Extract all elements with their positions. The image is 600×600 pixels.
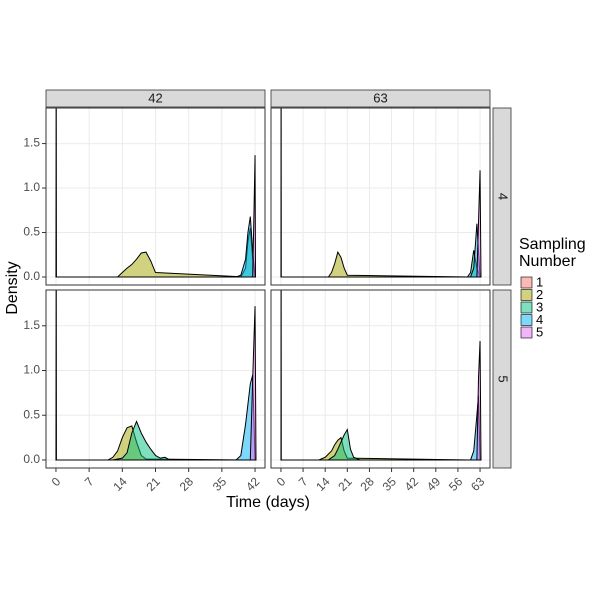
y-tick-label: 0.0 [23, 269, 40, 283]
panel-border [270, 289, 491, 469]
density-area [280, 436, 471, 461]
x-tick-label: 56 [446, 474, 466, 494]
y-tick-label: 1.0 [23, 363, 40, 377]
x-tick-label: 21 [144, 474, 164, 494]
panel [280, 108, 482, 278]
density-area [112, 420, 172, 461]
x-tick-label: 7 [82, 474, 97, 489]
legend-label: 1 [536, 274, 543, 289]
panel-border [270, 107, 491, 286]
density-area [249, 306, 257, 461]
panel-background [271, 108, 490, 285]
legend-label: 3 [536, 299, 543, 314]
density-area [476, 170, 482, 278]
density-area [326, 428, 361, 461]
y-axis-title: Density [4, 261, 21, 314]
legend-key [520, 314, 533, 326]
panel [55, 290, 257, 461]
legend-title: Sampling Number [519, 236, 586, 270]
x-tick-label: 14 [313, 474, 333, 494]
legend-key [520, 276, 533, 289]
panel-background [271, 290, 490, 468]
facet-strip-label: 42 [148, 90, 162, 105]
legend-label: 2 [536, 287, 543, 302]
density-area [252, 155, 257, 278]
x-tick-label: 21 [335, 474, 355, 494]
density-area [280, 250, 471, 278]
x-tick-label: 42 [243, 474, 263, 494]
x-tick-label: 63 [468, 474, 488, 494]
y-tick-label: 0.5 [23, 225, 40, 239]
x-axis-title: Time (days) [226, 494, 310, 511]
panel-border [45, 289, 266, 469]
facet-strip-label: 63 [373, 90, 387, 105]
legend-label: 4 [536, 312, 543, 327]
x-tick-label: 42 [402, 474, 422, 494]
y-tick-label: 1.5 [23, 318, 40, 332]
x-tick-label: 28 [357, 474, 377, 494]
panel [55, 108, 257, 278]
x-tick-label: 14 [110, 474, 130, 494]
facet-strip [492, 289, 512, 469]
facet-strip-label: 5 [496, 375, 511, 382]
y-tick-label: 1.0 [23, 180, 40, 194]
y-tick-label: 0.0 [23, 452, 40, 466]
legend-key [520, 289, 533, 301]
x-tick-label: 35 [210, 474, 230, 494]
density-area [55, 251, 246, 278]
x-tick-label: 28 [177, 474, 197, 494]
panel [280, 290, 482, 461]
legend-key [520, 326, 533, 339]
panel-border [45, 107, 266, 286]
legend-key [520, 301, 533, 314]
y-tick-label: 0.5 [23, 407, 40, 421]
x-tick-label: 0 [49, 474, 64, 489]
facet-strip [492, 107, 512, 286]
x-tick-label: 0 [274, 474, 289, 489]
legend-label: 5 [536, 324, 543, 339]
density-area [476, 340, 482, 461]
y-tick-label: 1.5 [23, 136, 40, 150]
facet-strip [270, 89, 491, 108]
facet-strip-label: 4 [496, 193, 511, 200]
x-tick-label: 7 [296, 474, 311, 489]
x-tick-label: 35 [380, 474, 400, 494]
x-tick-label: 49 [424, 474, 444, 494]
facet-strip [45, 89, 266, 108]
